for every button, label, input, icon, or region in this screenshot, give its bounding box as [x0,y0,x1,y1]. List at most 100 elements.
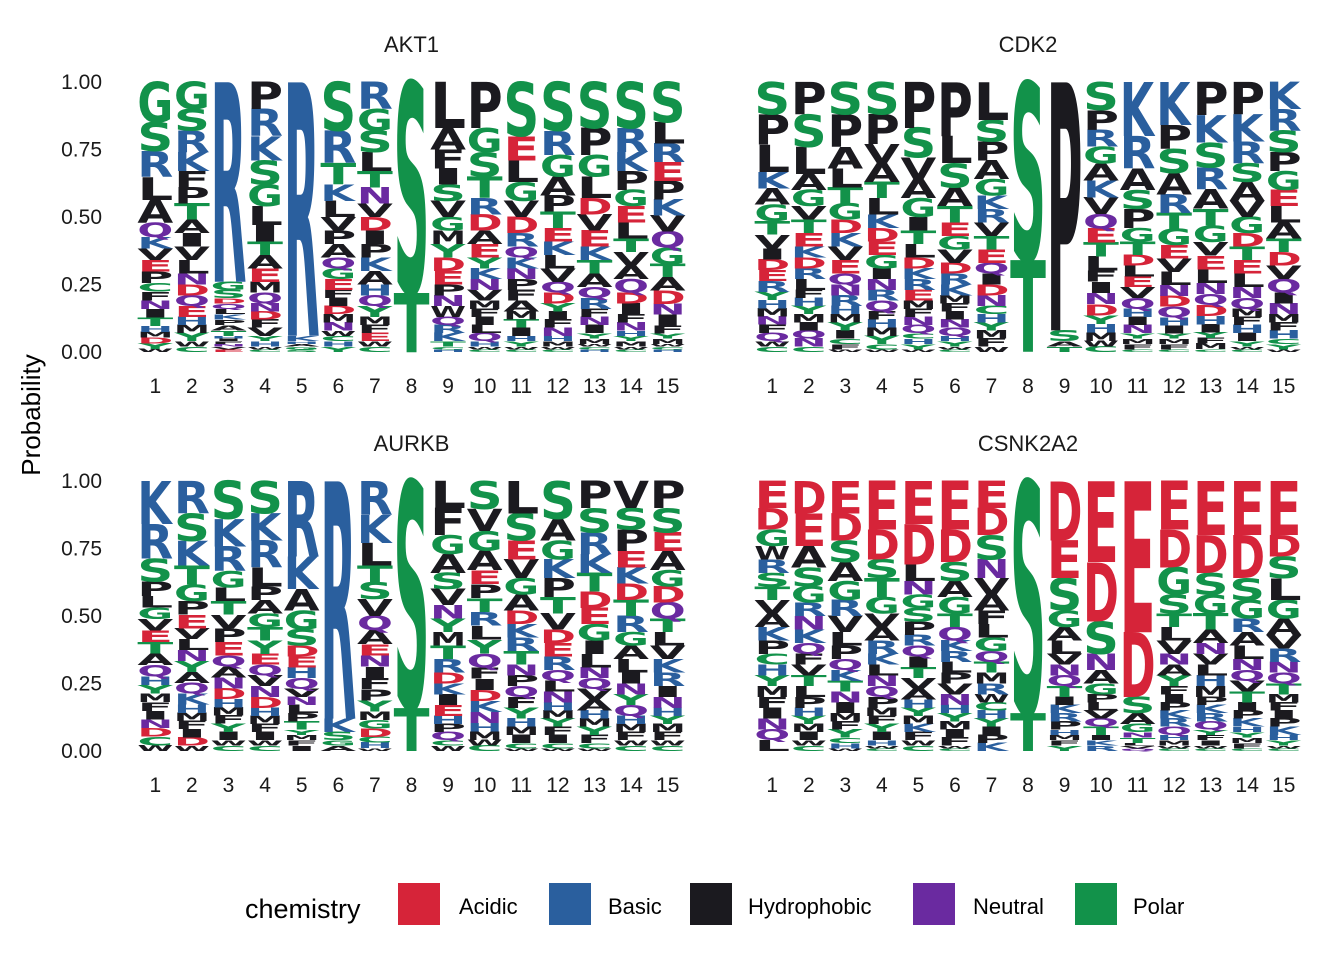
logo-letter: K [613,147,650,178]
logo-letter: E [467,241,503,263]
logo-letter: D [503,607,539,629]
logo-letter: L [211,584,247,606]
logo-letter: K [827,667,863,685]
logo-letter: Y [1265,739,1303,748]
logo-letter: D [974,502,1010,544]
logo-letter: M [974,328,1010,341]
logo-letter: C [1156,349,1192,353]
logo-letter: A [1229,177,1265,207]
logo-letter: G [1083,681,1119,698]
logo-letter: Y [319,345,357,354]
logo-letter: T [467,171,503,206]
logo-letter: C [1266,748,1302,752]
logo-letter: A [864,624,901,646]
logo-letter: D [613,580,649,606]
logo-letter: D [1266,248,1302,270]
panel-akt1: AKT10.000.250.500.751.001WYDMHTINFCPEVKQ… [61,15,686,419]
x-tick-label: 2 [186,774,198,797]
logo-letter: N [1229,656,1265,674]
logo-letter: L [247,563,283,593]
logo-letter: Q [1156,304,1192,321]
logo-letter: A [650,546,686,576]
logo-letter: D [827,216,863,238]
logo-letter: Q [650,227,686,252]
logo-letter: L [937,130,973,173]
logo-letter: Y [246,636,283,658]
logo-letter: P [467,71,503,144]
logo-letter: I [974,725,1010,738]
logo-letter: S [247,154,283,193]
logo-letter: L [937,659,973,676]
logo-letter: H [1266,734,1302,742]
x-tick-label: 3 [223,774,235,797]
logo-letter: Q [901,643,937,660]
logo-letter: I [1266,708,1302,721]
logo-letter: L [357,537,393,573]
logo-letter: H [174,315,210,328]
logo-letter: D [430,670,466,687]
logo-letter: C [577,346,613,350]
logo-letter: P [577,475,613,518]
logo-letter: T [974,232,1010,254]
logo-letter: N [1266,300,1302,318]
logo-letter: P [1193,74,1229,127]
logo-letter: L [1266,572,1302,607]
logo-letter: L [901,561,937,587]
logo-letter: Q [864,298,900,315]
logo-letter: G [174,74,210,118]
logo-letter: W [174,744,210,753]
logo-letter: N [503,265,539,283]
logo-letter: F [974,608,1010,629]
logo-letter: K [901,722,937,735]
logo-letter: D [247,694,283,711]
logo-letter: E [791,230,827,251]
logo-letter: I [1229,700,1265,713]
logo-letter: R [1229,615,1265,636]
logo-letter: L [1047,637,1083,659]
logo-letter: N [174,271,210,289]
logo-letter: S [211,472,247,532]
logo-letter: L [320,197,356,223]
logo-letter: M [1229,736,1265,745]
logo-letter: K [467,265,503,282]
logo-letter: T [1266,681,1303,698]
logo-letter: K [503,621,540,642]
logo-letter: F [211,340,247,344]
logo-letter: Q [974,261,1010,278]
logo-letter: P [174,183,210,209]
logo-letter: I [650,683,686,700]
x-tick-label: 7 [369,774,381,797]
logo-letter: C [791,345,827,353]
x-tick-label: 14 [1236,774,1260,797]
logo-letter: I [827,328,863,341]
logo-letter: V [1266,632,1303,654]
logo-letter: A [1193,184,1229,215]
legend-key-polar [1075,883,1117,925]
logo-letter: W [1193,745,1229,749]
logo-letter: A [540,171,576,201]
legend-key-hydrophobic [690,883,732,925]
logo-letter: S [211,288,247,301]
logo-letter: K [650,656,687,677]
logo-letter: H [503,717,539,730]
logo-letter: F [430,145,466,175]
logo-letter: H [901,698,937,711]
logo-letter: F [1156,342,1192,351]
logo-letter: E [174,303,210,320]
logo-letter: G [974,634,1010,656]
logo-letter: I [1083,279,1119,297]
logo-letter: Q [1229,668,1265,685]
logo-letter: D [1083,548,1119,642]
x-tick-label: 5 [296,375,308,398]
logo-letter: M [974,670,1010,687]
legend-label: Hydrophobic [748,894,872,919]
logo-letter: I [577,637,613,658]
logo-letter: E [864,468,900,546]
logo-letter: M [650,722,686,735]
logo-letter: F [613,730,649,743]
logo-letter: G [357,103,393,138]
logo-letter: S [754,569,790,591]
logo-letter: N [864,276,900,294]
logo-letter: M [650,338,686,346]
logo-letter: D [937,260,973,277]
